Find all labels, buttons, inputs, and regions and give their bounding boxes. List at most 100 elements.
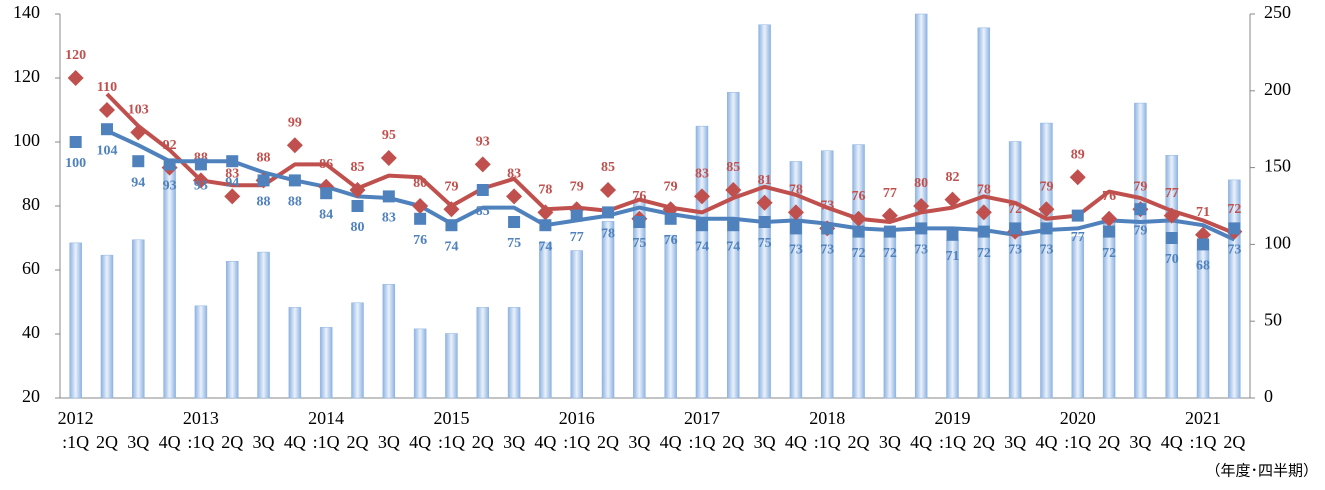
data-label: 73 — [1039, 243, 1053, 258]
y-tick-label: 20 — [22, 386, 40, 406]
marker — [602, 206, 615, 219]
data-label: 72 — [1227, 202, 1241, 217]
data-label: 76 — [632, 189, 646, 204]
x-tick-label: 3Q — [253, 432, 275, 452]
marker — [600, 182, 617, 198]
data-label: 79 — [570, 179, 584, 194]
data-label: 94 — [131, 175, 145, 190]
bar — [319, 327, 333, 399]
data-label: 76 — [1102, 189, 1116, 204]
bar — [69, 242, 82, 399]
bar — [163, 170, 176, 399]
bar — [507, 307, 521, 399]
x-tick-label: :1Q — [1190, 432, 1217, 452]
x-tick-label: 3Q — [754, 432, 776, 452]
marker — [539, 219, 552, 232]
marker — [257, 174, 270, 187]
marker — [633, 216, 646, 228]
marker — [850, 210, 867, 227]
marker — [506, 188, 523, 205]
x-tick-label: 3Q — [127, 432, 149, 452]
data-label: 79 — [444, 179, 458, 194]
bar — [570, 250, 583, 399]
y2-tick-label: 150 — [1264, 156, 1291, 176]
x-tick-label: 2Q — [1098, 432, 1120, 452]
bar — [194, 305, 208, 399]
marker — [537, 204, 554, 221]
data-label: 88 — [288, 195, 302, 210]
data-label: 85 — [351, 160, 365, 175]
x-year-label: 2014 — [308, 408, 344, 428]
data-label: 76 — [852, 189, 866, 204]
data-label: 86 — [319, 157, 333, 172]
bar — [664, 234, 677, 399]
x-tick-label: 2Q — [848, 432, 870, 452]
y-tick-label: 60 — [22, 258, 40, 278]
x-tick-label: 3Q — [1129, 432, 1151, 452]
data-label: 103 — [128, 103, 149, 118]
marker — [1040, 222, 1053, 235]
x-tick-label: 2Q — [1223, 432, 1245, 452]
data-label: 72 — [883, 246, 897, 261]
x-tick-label: 4Q — [409, 432, 431, 452]
data-label: 83 — [225, 167, 239, 182]
data-label: 79 — [664, 179, 678, 194]
x-tick-label: 3Q — [1004, 432, 1026, 452]
data-label: 92 — [163, 138, 177, 153]
x-tick-label: 2Q — [96, 432, 118, 452]
data-label: 72 — [852, 246, 866, 261]
marker — [821, 222, 834, 235]
data-label: 78 — [789, 183, 803, 198]
bar — [633, 199, 646, 399]
marker — [380, 150, 397, 166]
marker — [351, 200, 364, 212]
y-tick-label: 120 — [13, 66, 40, 86]
data-label: 77 — [883, 186, 897, 201]
data-label: 73 — [820, 199, 834, 214]
data-label: 74 — [538, 239, 552, 254]
marker — [1165, 232, 1178, 244]
data-label: 77 — [570, 230, 584, 245]
marker — [382, 190, 395, 203]
bar — [1134, 102, 1147, 399]
marker — [1038, 201, 1055, 218]
x-tick-label: 2Q — [973, 432, 995, 452]
data-label: 73 — [1008, 243, 1022, 258]
data-label: 80 — [413, 176, 427, 191]
data-label: 72 — [1102, 246, 1116, 261]
marker — [1101, 210, 1118, 227]
x-year-label: 2015 — [433, 408, 469, 428]
data-label: 74 — [695, 239, 709, 254]
marker — [67, 70, 84, 86]
y2-tick-label: 200 — [1264, 79, 1291, 99]
marker — [192, 172, 209, 189]
data-label: 104 — [96, 143, 117, 158]
data-label: 77 — [1071, 230, 1085, 245]
marker — [163, 158, 176, 171]
x-tick-label: 2Q — [347, 432, 369, 452]
marker — [756, 194, 773, 211]
data-label: 110 — [97, 80, 117, 95]
y-tick-label: 100 — [13, 130, 40, 150]
data-label: 99 — [288, 115, 302, 130]
x-year-label: 2020 — [1060, 408, 1096, 428]
marker — [883, 225, 896, 238]
bar — [382, 284, 396, 399]
data-label: 74 — [726, 239, 740, 254]
data-label: 75 — [507, 236, 521, 251]
x-tick-label: :1Q — [187, 432, 214, 452]
marker — [98, 102, 115, 118]
bar — [288, 307, 302, 399]
x-year-label: 2019 — [935, 408, 971, 428]
x-year-label: 2021 — [1185, 408, 1221, 428]
bar — [727, 92, 740, 399]
marker — [445, 219, 458, 232]
data-label: 85 — [726, 160, 740, 175]
data-label: 78 — [538, 183, 552, 198]
data-label: 93 — [163, 179, 177, 194]
bar — [351, 302, 364, 399]
marker — [1103, 225, 1116, 238]
marker — [226, 155, 239, 168]
data-label: 76 — [413, 233, 427, 248]
